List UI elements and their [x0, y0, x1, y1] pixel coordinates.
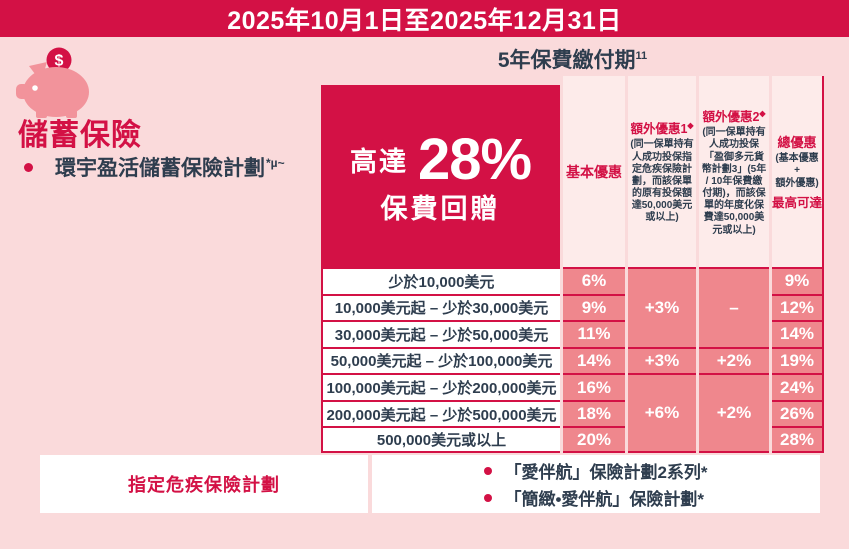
premium-range-cell: 30,000美元起 – 少於50,000美元: [321, 320, 560, 347]
extra2-offer-cell: +2%: [699, 373, 769, 453]
promo-value: 28%: [417, 127, 532, 192]
payment-period-text: 5年保費繳付期: [497, 49, 636, 72]
extra2-offer-cell: +2%: [699, 346, 769, 374]
premium-range-cell: 500,000美元或以上: [321, 426, 560, 453]
promo-hero-cell: 高達 28% 保費回贈: [321, 85, 560, 267]
designated-plans-label: 指定危疾保險計劃: [40, 455, 368, 513]
footer-divider: [368, 455, 372, 513]
col-header-total: 總優惠 (基本優惠 + 額外優惠) 最高可達: [772, 76, 824, 267]
designated-plans-box: 指定危疾保險計劃 「愛伴航」保險計劃2系列* 「簡緻•愛伴航」保險計劃*: [40, 455, 820, 513]
savings-plan-footnote: *µ~: [266, 156, 285, 170]
date-banner: 2025年10月1日至2025年12月31日: [0, 0, 849, 37]
col-header-extra2: 額外優惠2◆ (同一保單持有人成功投保「盈御多元貨幣計劃3」(5年 / 10年保…: [699, 76, 769, 267]
basic-offer-cell: 9%: [563, 293, 625, 321]
designated-plan-text: 「簡緻•愛伴航」保險計劃*: [504, 490, 705, 509]
col-header-basic: 基本優惠: [563, 76, 625, 267]
basic-offer-cell: 14%: [563, 346, 625, 374]
total-offer-cell: 24%: [772, 373, 824, 400]
payment-period-footnote: 11: [635, 50, 648, 62]
designated-plan-item: 「愛伴航」保險計劃2系列*: [484, 458, 708, 483]
col-header-extra1: 額外優惠1◆ (同一保單持有人成功投保指定危疾保險計劃，而該保單的原有投保額達5…: [628, 76, 696, 267]
bullet-icon: [24, 162, 33, 172]
bullet-icon: [484, 466, 493, 475]
col-header-extra2-desc: (同一保單持有人成功投保「盈御多元貨幣計劃3」(5年 / 10年保費繳付期)，而…: [701, 127, 767, 236]
designated-plans-items: 「愛伴航」保險計劃2系列* 「簡緻•愛伴航」保險計劃*: [484, 458, 708, 510]
savings-plan-text: 環宇盈活儲蓄保險計劃: [55, 157, 265, 180]
designated-plan-item: 「簡緻•愛伴航」保險計劃*: [484, 485, 707, 510]
savings-plan-name: 環宇盈活儲蓄保險計劃*µ~: [55, 152, 285, 182]
col-header-extra1-title: 額外優惠1◆: [630, 118, 693, 137]
date-banner-text: 2025年10月1日至2025年12月31日: [227, 6, 622, 35]
piggy-bank-icon: $: [16, 47, 89, 118]
designated-plan-text: 「愛伴航」保險計劃2系列*: [504, 463, 708, 482]
col-header-total-desc: (基本優惠 + 額外優惠): [775, 152, 819, 189]
svg-text:$: $: [55, 53, 64, 70]
col-header-extra2-footnote: ◆: [759, 109, 766, 118]
designated-plans-list: 「愛伴航」保險計劃2系列* 「簡緻•愛伴航」保險計劃*: [372, 455, 820, 513]
basic-offer-cell: 11%: [563, 320, 625, 347]
promo-suffix: 保費回贈: [380, 194, 501, 224]
total-offer-cell: 14%: [772, 320, 824, 347]
total-offer-cell: 9%: [772, 267, 824, 294]
savings-insurance-title: 儲蓄保險: [18, 119, 142, 152]
col-header-extra2-text: 額外優惠2: [702, 110, 760, 125]
basic-offer-cell: 16%: [563, 373, 625, 400]
extra1-offer-cell: +3%: [628, 267, 696, 347]
bullet-icon: [484, 493, 493, 502]
col-header-extra1-desc: (同一保單持有人成功投保指定危疾保險計劃，而該保單的原有投保額達50,000美元…: [630, 139, 694, 224]
basic-offer-cell: 20%: [563, 426, 625, 453]
col-header-extra1-text: 額外優惠1: [630, 122, 688, 137]
premium-range-cell: 少於10,000美元: [321, 267, 560, 294]
extra1-offer-cell: +3%: [628, 346, 696, 374]
extra2-offer-cell: –: [699, 267, 769, 347]
col-header-total-note: 最高可達: [772, 196, 823, 211]
col-header-extra2-title: 額外優惠2◆: [702, 106, 765, 125]
premium-range-cell: 50,000美元起 – 少於100,000美元: [321, 346, 560, 374]
premium-range-cell: 10,000美元起 – 少於30,000美元: [321, 293, 560, 321]
total-offer-cell: 26%: [772, 399, 824, 427]
rebate-table: 高達 28% 保費回贈 基本優惠 額外優惠1◆ (同一保單持有人成功投保指定危疾…: [321, 76, 824, 453]
promo-hero-line1: 高達 28%: [349, 126, 532, 193]
savings-plan-item: 環宇盈活儲蓄保險計劃*µ~: [24, 152, 285, 182]
total-offer-cell: 28%: [772, 426, 824, 453]
total-offer-cell: 19%: [772, 346, 824, 374]
total-offer-cell: 12%: [772, 293, 824, 321]
col-header-extra1-footnote: ◆: [687, 121, 694, 131]
col-header-total-title: 總優惠: [777, 134, 817, 150]
premium-range-cell: 200,000美元起 – 少於500,000美元: [321, 399, 560, 427]
basic-offer-cell: 6%: [563, 267, 625, 294]
promo-prefix: 高達: [349, 147, 408, 177]
extra1-offer-cell: +6%: [628, 373, 696, 453]
basic-offer-cell: 18%: [563, 399, 625, 427]
premium-range-cell: 100,000美元起 – 少於200,000美元: [321, 373, 560, 400]
payment-period-title: 5年保費繳付期11: [321, 44, 824, 74]
